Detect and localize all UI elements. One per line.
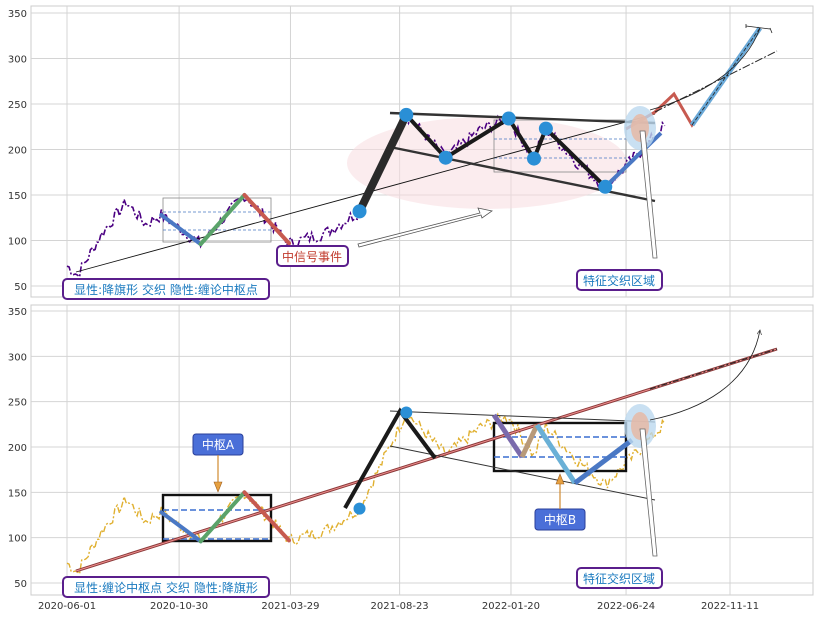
- pivot-point: [353, 502, 366, 515]
- bottom-annotation-right: 特征交织区域: [576, 567, 663, 589]
- zigzag-segment: [242, 193, 291, 246]
- x-tick-label: 2022-06-24: [597, 601, 655, 612]
- x-tick-label: 2022-01-20: [482, 601, 540, 612]
- svg-text:显性:降旗形 交织 隐性:缠论中枢点: 显性:降旗形 交织 隐性:缠论中枢点: [74, 282, 258, 297]
- y-tick-label: 200: [8, 443, 27, 454]
- crossing-region-core: [631, 114, 649, 142]
- zigzag-segment: [242, 490, 291, 543]
- bottom-plot-frame: [30, 304, 814, 596]
- svg-text:中信号事件: 中信号事件: [282, 249, 342, 264]
- flag-upper-line: [389, 410, 656, 423]
- pivot-point: [438, 150, 453, 165]
- crossing-region-core: [631, 412, 649, 440]
- crossing-arrow-bottom: [639, 428, 658, 557]
- y-tick-label: 250: [8, 100, 27, 111]
- top-annotation-left: 显性:降旗形 交织 隐性:缠论中枢点: [62, 278, 270, 300]
- flag-upper-line: [389, 111, 656, 125]
- pivot-point: [598, 179, 613, 194]
- svg-text:中枢B: 中枢B: [544, 512, 576, 527]
- bottom-x-ticks: 2020-06-01 2020-10-30 2021-03-29 2021-08-23…: [38, 601, 759, 612]
- zigzag-segment: [198, 490, 247, 544]
- flag-lower-line: [389, 145, 656, 203]
- top-annotation-right: 特征交织区域: [576, 269, 663, 291]
- y-tick-label: 200: [8, 146, 27, 157]
- y-tick-label: 300: [8, 55, 27, 66]
- y-tick-label: 50: [14, 579, 27, 590]
- projection-curve: [649, 27, 761, 111]
- pivot-box-a: [161, 493, 273, 543]
- zigzag-segment: [198, 193, 247, 247]
- bottom-panel: 50 100 150 200 250 300 350 2020-06-01 2020-10-3…: [8, 304, 814, 612]
- x-tick-label: 2022-11-11: [701, 601, 759, 612]
- svg-text:特征交织区域: 特征交织区域: [583, 571, 655, 586]
- pivot-markers: [353, 406, 413, 515]
- pivot-point: [526, 151, 541, 166]
- y-tick-label: 350: [8, 307, 27, 318]
- zigzag-b-seg2: [519, 423, 540, 459]
- signal-arrow: [357, 207, 493, 248]
- pivot-point: [399, 107, 414, 122]
- black-rise-segment: [343, 407, 437, 509]
- projection-dashdot: [654, 50, 778, 113]
- svg-text:显性:缠论中枢点 交织 隐性:降旗形: 显性:缠论中枢点 交织 隐性:降旗形: [74, 580, 258, 595]
- crossing-arrow-top: [639, 130, 658, 259]
- x-tick-label: 2021-03-29: [261, 601, 319, 612]
- bottom-annotation-left: 显性:缠论中枢点 交织 隐性:降旗形: [62, 576, 270, 598]
- zigzag-segment: [159, 510, 203, 544]
- x-tick-label: 2021-08-23: [371, 601, 429, 612]
- y-tick-label: 350: [8, 9, 27, 20]
- y-tick-label: 150: [8, 191, 27, 202]
- top-y-ticks: 50 100 150 200 250 300 350: [8, 9, 27, 293]
- zigzag-segments: [159, 193, 291, 247]
- projection-up-dash: [691, 27, 761, 126]
- pivot-point: [538, 121, 553, 136]
- long-trend-extension: [649, 348, 778, 390]
- top-annotation-mid: 中信号事件: [276, 245, 349, 267]
- y-tick-label: 100: [8, 534, 27, 545]
- pivot-label-b: 中枢B: [534, 473, 586, 531]
- projection-curve: [649, 330, 760, 421]
- zigzag-segments-a: [159, 490, 291, 544]
- pivot-point: [352, 204, 367, 219]
- bottom-y-ticks: 50 100 150 200 250 300 350: [8, 307, 27, 590]
- y-tick-label: 250: [8, 398, 27, 409]
- x-tick-label: 2020-06-01: [38, 601, 96, 612]
- y-tick-label: 150: [8, 488, 27, 499]
- x-tick-label: 2020-10-30: [150, 601, 208, 612]
- svg-text:中枢A: 中枢A: [202, 437, 235, 452]
- zigzag-segment: [159, 213, 203, 247]
- y-tick-label: 300: [8, 352, 27, 363]
- y-tick-label: 100: [8, 237, 27, 248]
- zigzag-b-seg4: [573, 438, 634, 485]
- projection-bracket: [745, 24, 773, 34]
- zigzag-b-seg3: [534, 423, 578, 485]
- pivot-path-bold: [355, 113, 410, 214]
- pivot-point: [400, 406, 413, 419]
- svg-text:特征交织区域: 特征交织区域: [583, 273, 655, 288]
- bottom-grid: [31, 305, 813, 595]
- y-tick-label: 50: [14, 282, 27, 293]
- zigzag-b-seg1: [491, 413, 525, 459]
- price-series-line: [66, 412, 666, 576]
- top-panel: 50 100 150 200 250 300 350: [8, 5, 814, 300]
- pivot-point: [501, 111, 516, 126]
- pivot-label-a: 中枢A: [192, 433, 244, 493]
